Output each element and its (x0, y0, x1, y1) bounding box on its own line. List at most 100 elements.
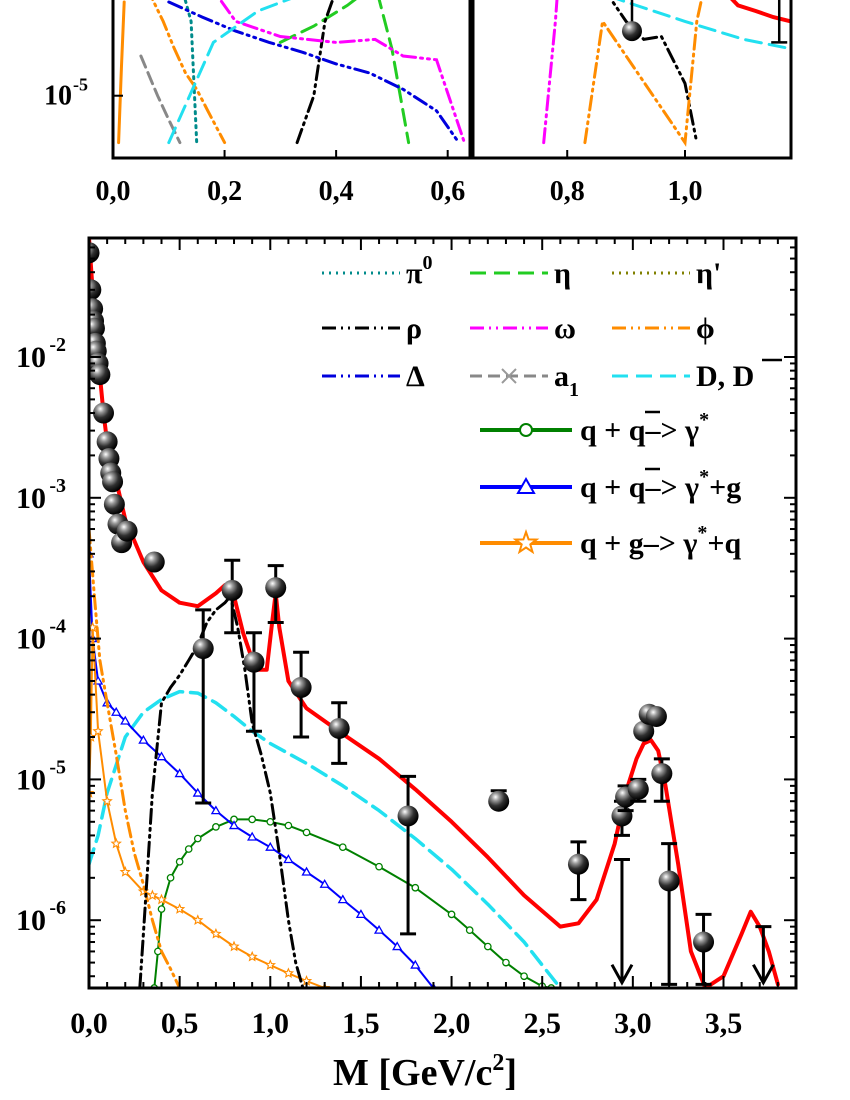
marker-qqbarg (228, 820, 240, 830)
marker-qg (228, 940, 240, 952)
y-tick-exponent: -5 (49, 756, 66, 778)
legend-marker-triangle (516, 476, 536, 494)
data-point (102, 471, 124, 493)
data-point (89, 279, 102, 301)
legend-label-pi0: π0 (406, 252, 432, 290)
x-tick-label: 2,0 (433, 1007, 471, 1040)
marker-qg (146, 889, 159, 901)
top-y-tick-exponent: -5 (73, 75, 88, 95)
marker-qg (101, 795, 113, 807)
marker-qg (264, 959, 277, 970)
data-point (116, 520, 138, 542)
marker-qqbarg (337, 894, 348, 904)
marker-qqbarg (174, 768, 185, 778)
marker-qg (110, 837, 122, 849)
top-left-curve-omega (218, 0, 466, 145)
top-right-data-point (622, 21, 642, 42)
marker-qqbar (483, 942, 492, 951)
marker-qg (92, 725, 104, 736)
marker-qg (192, 914, 204, 925)
top-left-series-group (117, 0, 466, 145)
curve-total (89, 238, 780, 988)
x-tick-label: 1,5 (342, 1007, 380, 1040)
y-tick-exponent: -4 (49, 616, 66, 638)
top-left-frame (111, 0, 472, 160)
marker-qqbar (175, 857, 184, 866)
data-point (89, 364, 111, 386)
legend-label-etap: η' (696, 257, 721, 290)
marker-qg (246, 950, 258, 962)
top-right-curve-omega (542, 0, 559, 145)
marker-qqbarg (301, 866, 312, 876)
legend-label-qqbar: q + q–> γ* (580, 409, 709, 447)
marker-qqbar (302, 828, 311, 837)
legend-label-omega: ω (554, 312, 576, 345)
top-x-tick-label: 0,4 (319, 176, 354, 207)
data-point (328, 717, 350, 739)
y-tick-label: 10 (16, 341, 46, 374)
top-left-curve-eta (278, 0, 411, 145)
data-point (221, 579, 243, 601)
marker-qqbar (465, 926, 474, 934)
marker-qqbar (266, 817, 275, 826)
data-point (96, 431, 118, 453)
data-point (103, 493, 125, 515)
upper-limit-arrowhead (752, 963, 775, 986)
top-right-curve-total (730, 0, 791, 24)
marker-qqbarg (120, 715, 131, 725)
marker-qqbarg (319, 878, 330, 888)
marker-qqbar (157, 905, 166, 913)
data-point (633, 720, 655, 742)
x-tick-label: 3,0 (614, 1007, 652, 1040)
marker-qqbar (284, 821, 293, 830)
legend-label-phi: ϕ (696, 312, 715, 345)
marker-qqbarg (392, 941, 403, 951)
marker-qqbarg (265, 841, 276, 851)
x-axis-title: M [GeV/c2] (333, 1050, 517, 1094)
data-point (658, 870, 680, 892)
legend-label-eta: η (554, 257, 571, 290)
marker-qg (210, 928, 222, 939)
marker-qqbarg (283, 854, 294, 864)
data-point (243, 651, 265, 673)
data-point (651, 763, 673, 785)
marker-qqbar (212, 823, 220, 831)
data-point (93, 402, 115, 424)
marker-qqbar (338, 843, 347, 852)
marker-qqbarg (410, 959, 421, 969)
data-point (488, 790, 510, 812)
top-left-curve-DDbar (167, 0, 292, 145)
marker-qg (174, 903, 186, 914)
y-tick-exponent: -3 (49, 475, 66, 497)
top-left-curve-phi (151, 0, 227, 145)
data-point (397, 805, 419, 827)
x-tick-label: 1,0 (252, 1007, 290, 1040)
top-x-tick-label: 1,0 (668, 176, 703, 207)
top-right-curve-phi (583, 0, 703, 147)
legend-label-DDbar: D, D (696, 360, 754, 393)
marker-qg (119, 866, 131, 877)
marker-qqbarg (373, 924, 385, 934)
curve-phi (89, 527, 182, 988)
y-tick-label: 10 (16, 763, 46, 796)
curve-qqbarg (89, 552, 435, 988)
marker-qqbarg (247, 831, 258, 841)
marker-qqbarg (192, 787, 203, 797)
x-tick-label: 3,5 (705, 1007, 743, 1040)
top-left-curve-rho (295, 0, 335, 145)
y-tick-label: 10 (16, 904, 46, 937)
top-y-tick-label: 10 (44, 81, 72, 112)
y-tick-label: 10 (16, 623, 46, 656)
x-tick-label: 2,5 (523, 1007, 561, 1040)
data-point (567, 853, 589, 875)
curve-qqbar (153, 818, 553, 988)
marker-qg (155, 893, 168, 905)
legend-label-Delta: Δ (406, 360, 425, 393)
legend-label-qg: q + g–> γ*+q (580, 522, 742, 560)
top-right-series-group (542, 0, 791, 147)
marker-qqbar (193, 834, 202, 843)
data-point (265, 577, 287, 599)
marker-qqbarg (355, 909, 367, 919)
data-point (143, 551, 165, 573)
